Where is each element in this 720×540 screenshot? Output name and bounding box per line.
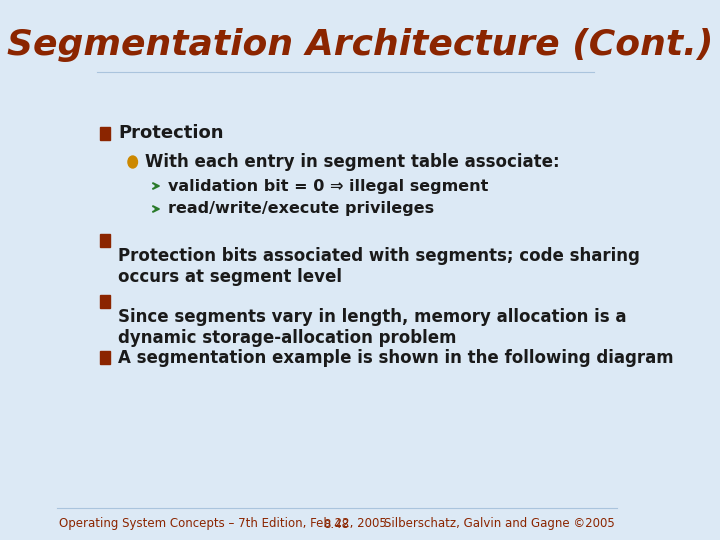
Text: Silberschatz, Galvin and Gagne ©2005: Silberschatz, Galvin and Gagne ©2005 (384, 517, 615, 530)
Text: Operating System Concepts – 7th Edition, Feb 22, 2005: Operating System Concepts – 7th Edition,… (59, 517, 387, 530)
Text: Since segments vary in length, memory allocation is a
dynamic storage-allocation: Since segments vary in length, memory al… (118, 308, 627, 347)
Text: Protection bits associated with segments; code sharing
occurs at segment level: Protection bits associated with segments… (118, 247, 640, 286)
Text: Protection: Protection (118, 124, 224, 142)
Text: Segmentation Architecture (Cont.): Segmentation Architecture (Cont.) (7, 28, 714, 62)
Bar (100, 127, 110, 140)
Bar (100, 351, 110, 364)
Circle shape (128, 156, 138, 168)
Text: With each entry in segment table associate:: With each entry in segment table associa… (145, 153, 559, 171)
Text: read/write/execute privileges: read/write/execute privileges (168, 201, 435, 217)
Bar (100, 295, 110, 308)
Text: A segmentation example is shown in the following diagram: A segmentation example is shown in the f… (118, 349, 674, 367)
Bar (100, 234, 110, 247)
Text: 8.48: 8.48 (324, 517, 350, 530)
Text: validation bit = 0 ⇒ illegal segment: validation bit = 0 ⇒ illegal segment (168, 179, 489, 193)
